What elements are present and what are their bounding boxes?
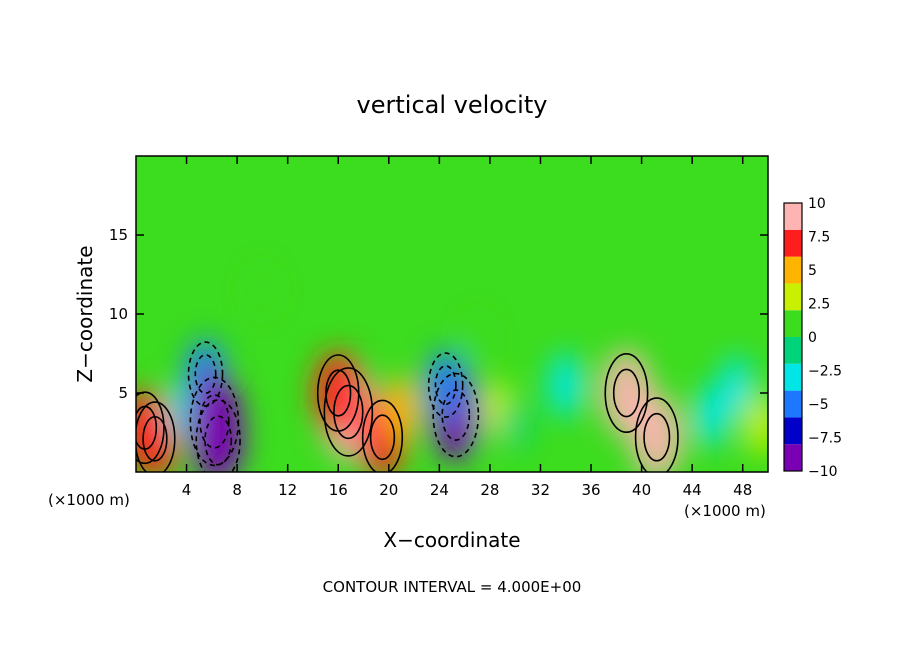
- contour-line: [136, 391, 165, 465]
- contour-line: [643, 412, 671, 462]
- contour-line: [432, 372, 480, 458]
- contour-line: [195, 399, 241, 472]
- contour-line: [361, 399, 404, 472]
- field-blob: [744, 393, 768, 456]
- contour-label: 0.00: [239, 0, 268, 4]
- y-axis-label: Z−coordinate: [73, 245, 97, 382]
- colorbar-tick-label: 0: [808, 330, 817, 346]
- contour-line: [441, 389, 471, 441]
- colorbar-segment: [784, 229, 802, 257]
- contour-line: [427, 352, 464, 418]
- contour-line: [142, 415, 168, 462]
- x-tick-label: 32: [531, 481, 550, 499]
- x-tick-label: 12: [278, 481, 297, 499]
- contour-line: [199, 394, 230, 449]
- colorbar-tick-label: 5: [808, 263, 817, 279]
- colorbar-segment: [784, 256, 802, 284]
- field-blob: [693, 385, 729, 448]
- field-blob: [500, 398, 530, 451]
- contour-label: 0.00: [403, 0, 432, 4]
- x-unit-left: (×1000 m): [48, 491, 130, 509]
- field-blob: [719, 355, 754, 415]
- colorbar-tick-label: −5: [808, 397, 829, 413]
- contour-line: [323, 367, 374, 457]
- colorbar: 10 7.5 5 2.5 0 −2.5 −5 −7.5 −10: [783, 196, 842, 480]
- contour-line: [434, 365, 457, 406]
- contour-interval-note: CONTOUR INTERVAL = 4.000E+00: [323, 578, 582, 596]
- y-tick-label: 10: [109, 305, 128, 323]
- colorbar-tick-label: 2.5: [808, 297, 830, 313]
- x-tick-label: 48: [733, 481, 752, 499]
- x-tick-label: 44: [683, 481, 702, 499]
- field-blob: [248, 264, 277, 317]
- colorbar-segment: [784, 363, 802, 391]
- contour-line: [325, 369, 352, 417]
- field-blob: [463, 312, 492, 363]
- colorbar-tick-label: 10: [808, 196, 826, 212]
- x-tick-label: 24: [430, 481, 449, 499]
- contour-line: [369, 414, 396, 461]
- x-tick-label: 8: [232, 481, 242, 499]
- colorbar-frame: [783, 202, 803, 472]
- field-blob: [192, 396, 244, 472]
- colorbar-segment: [784, 310, 802, 337]
- contour-line: [634, 397, 679, 472]
- contour-line: [194, 354, 217, 395]
- field-blob: [547, 352, 585, 418]
- x-tick-label: 16: [329, 481, 348, 499]
- colorbar-tick-label: −2.5: [808, 364, 842, 380]
- colorbar-tick-label: 7.5: [808, 230, 830, 246]
- contour-line: [136, 401, 176, 472]
- contour-line: [189, 376, 240, 467]
- colorbar-tick-label: −7.5: [808, 431, 842, 447]
- contour-line: [187, 341, 224, 407]
- field-blob: [425, 350, 466, 421]
- contour-line: [204, 415, 233, 466]
- x-tick-label: 20: [379, 481, 398, 499]
- contour-line: [316, 354, 360, 432]
- x-axis-label: X−coordinate: [383, 528, 520, 552]
- x-tick-label: 4: [182, 481, 192, 499]
- x-tick-label: 36: [581, 481, 600, 499]
- contour-label: 0.00: [479, 0, 508, 4]
- colorbar-segment: [784, 390, 802, 418]
- field-blob: [631, 394, 682, 472]
- colorbar-segment: [784, 444, 802, 471]
- colorbar-tick-label: −10: [808, 464, 838, 480]
- colorbar-segment: [784, 337, 802, 364]
- y-tick-label: 15: [109, 226, 128, 244]
- contour-line: [612, 368, 640, 418]
- x-unit-right: (×1000 m): [684, 502, 766, 520]
- x-tick-label: 28: [480, 481, 499, 499]
- colorbar-segment: [784, 417, 802, 445]
- contour-line: [604, 352, 649, 433]
- contour-line: [333, 384, 364, 440]
- y-tick-label: 5: [118, 384, 128, 402]
- x-tick-label: 40: [632, 481, 651, 499]
- colorbar-segment: [784, 283, 802, 311]
- colorbar-segment: [784, 203, 802, 230]
- chart-title: vertical velocity: [357, 91, 548, 119]
